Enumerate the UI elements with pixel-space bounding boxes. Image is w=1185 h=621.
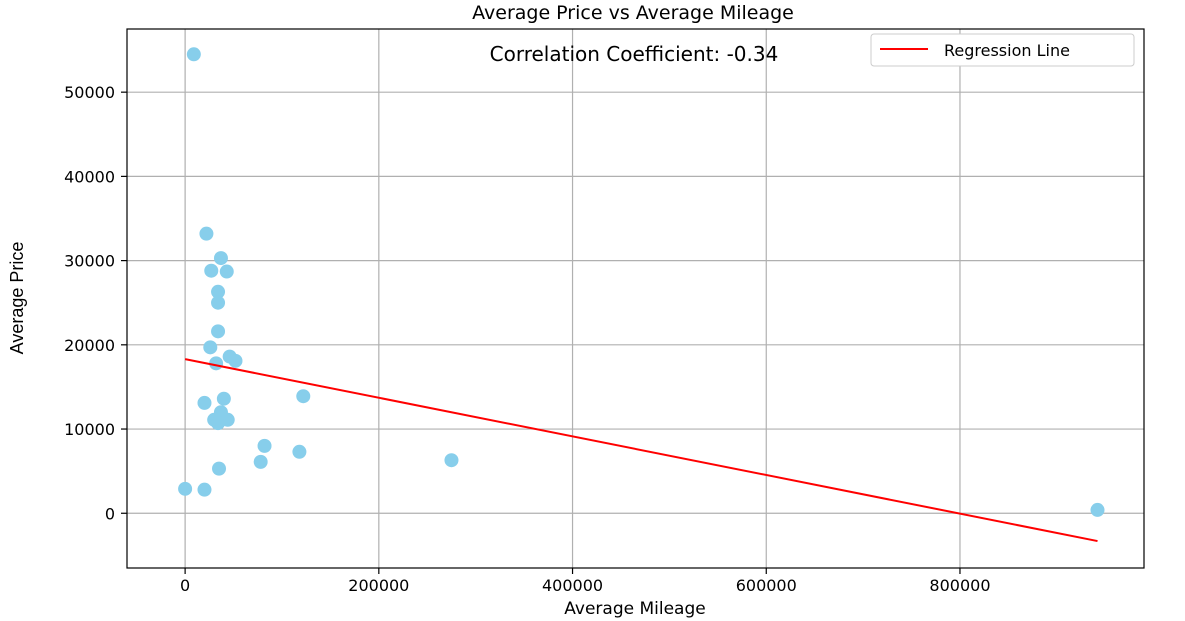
scatter-point: [444, 453, 459, 468]
plot-area-frame: [126, 28, 1145, 569]
scatter-point: [211, 324, 226, 339]
chart-title: Average Price vs Average Mileage: [472, 2, 794, 24]
x-tick-label: 0: [180, 576, 190, 595]
correlation-annotation: Correlation Coefficient: -0.34: [490, 42, 779, 66]
scatter-point: [203, 340, 218, 355]
scatter-point: [186, 47, 201, 62]
scatter-point: [178, 481, 193, 496]
scatter-point: [197, 482, 212, 497]
y-axis-label: Average Price: [7, 242, 27, 355]
scatter-point: [213, 251, 228, 266]
y-tick-label: 50000: [64, 83, 115, 102]
scatter-point: [204, 263, 219, 278]
y-tick-label: 40000: [64, 167, 115, 186]
x-tick-label: 400000: [542, 576, 603, 595]
y-tick-label: 20000: [64, 336, 115, 355]
y-tick-label: 30000: [64, 252, 115, 271]
scatter-points: [178, 47, 1105, 517]
scatter-point: [197, 395, 212, 410]
scatter-point: [253, 454, 268, 469]
scatter-point: [216, 391, 231, 406]
regression-line: [184, 358, 1098, 543]
y-tick-label: 10000: [64, 420, 115, 439]
legend-label-regression-line: Regression Line: [944, 41, 1070, 60]
scatter-point: [228, 353, 243, 368]
scatter-point: [296, 389, 311, 404]
scatter-point: [212, 461, 227, 476]
grid-lines: [127, 29, 1144, 568]
legend: Regression Line: [870, 33, 1135, 67]
x-axis-ticks: 0 200000 400000 600000 800000: [180, 568, 991, 595]
y-axis-ticks: 0 10000 20000 30000 40000 50000: [64, 83, 127, 523]
scatter-point: [211, 295, 226, 310]
x-tick-label: 200000: [348, 576, 409, 595]
x-axis-label: Average Mileage: [564, 599, 705, 619]
scatter-point: [292, 444, 307, 459]
scatter-point: [257, 438, 272, 453]
scatter-point: [211, 284, 226, 299]
scatter-point: [211, 416, 226, 431]
scatter-point: [219, 264, 234, 279]
scatter-point: [199, 226, 214, 241]
legend-box: [870, 33, 1135, 67]
x-tick-label: 600000: [736, 576, 797, 595]
scatter-point: [1090, 502, 1105, 517]
y-tick-label: 0: [105, 504, 115, 523]
x-tick-label: 800000: [929, 576, 990, 595]
